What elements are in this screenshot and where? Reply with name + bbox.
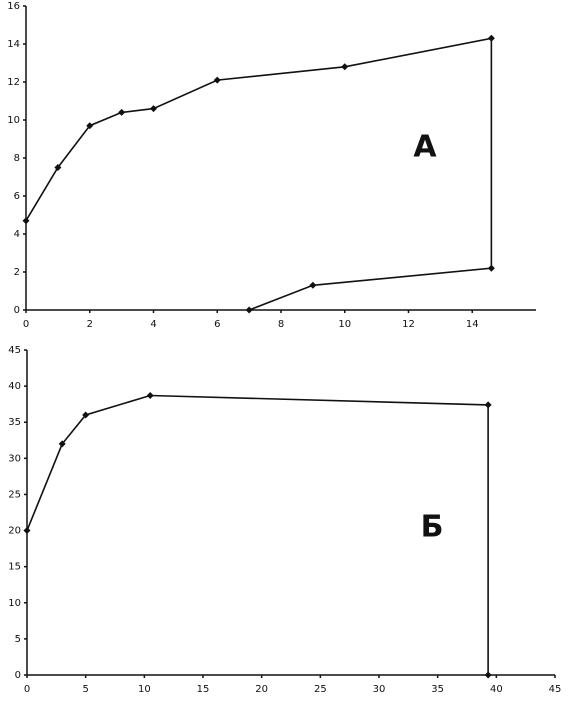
point-marker (309, 281, 317, 289)
point-marker (487, 34, 495, 42)
point-marker (23, 527, 31, 535)
y-tick-label: 0 (15, 670, 21, 681)
y-tick-label: 30 (8, 453, 21, 464)
point-marker (484, 401, 492, 409)
x-tick-label: 5 (82, 684, 88, 695)
x-tick-label: 40 (490, 684, 503, 695)
series-line (26, 394, 489, 675)
x-tick-label: 4 (150, 319, 156, 330)
y-tick-label: 8 (14, 153, 20, 164)
y-tick-label: 14 (7, 39, 20, 50)
x-tick-label: 15 (197, 684, 210, 695)
x-tick-label: 45 (549, 684, 562, 695)
panel-label: Б (421, 510, 444, 545)
series-line (25, 37, 493, 311)
x-tick-label: 20 (255, 684, 268, 695)
point-marker (150, 105, 157, 113)
y-tick-label: 12 (7, 77, 20, 88)
y-tick-label: 2 (14, 267, 20, 278)
x-tick-label: 6 (214, 319, 220, 330)
panel-label: А (413, 130, 437, 165)
point-marker (82, 411, 90, 419)
x-tick-label: 14 (466, 319, 479, 330)
x-tick-label: 8 (278, 319, 284, 330)
point-marker (22, 217, 30, 225)
point-marker (58, 440, 66, 448)
point-marker (213, 76, 221, 84)
point-marker (54, 164, 62, 171)
point-marker (341, 63, 349, 71)
x-tick-label: 0 (23, 319, 29, 330)
y-tick-label: 10 (8, 598, 21, 609)
x-tick-label: 25 (314, 684, 327, 695)
point-marker (146, 392, 154, 399)
y-tick-label: 40 (8, 381, 21, 392)
y-tick-label: 0 (14, 305, 20, 316)
y-tick-label: 5 (15, 634, 21, 645)
x-tick-label: 10 (338, 319, 351, 330)
y-tick-label: 45 (8, 345, 21, 356)
point-marker (118, 108, 126, 116)
point-marker (86, 122, 94, 130)
point-marker (487, 264, 495, 272)
x-tick-label: 0 (24, 684, 30, 695)
x-tick-label: 30 (373, 684, 386, 695)
point-marker (245, 306, 253, 314)
y-tick-label: 16 (7, 1, 20, 12)
y-tick-label: 6 (14, 191, 20, 202)
y-tick-label: 4 (14, 229, 20, 240)
y-tick-label: 35 (8, 417, 21, 428)
point-marker (484, 671, 492, 679)
x-tick-label: 10 (138, 684, 151, 695)
x-tick-label: 2 (87, 319, 93, 330)
y-tick-label: 10 (7, 115, 20, 126)
x-tick-label: 35 (431, 684, 444, 695)
y-tick-label: 20 (8, 526, 21, 537)
y-tick-label: 25 (8, 489, 21, 500)
x-tick-label: 12 (402, 319, 415, 330)
y-tick-label: 15 (8, 562, 21, 573)
